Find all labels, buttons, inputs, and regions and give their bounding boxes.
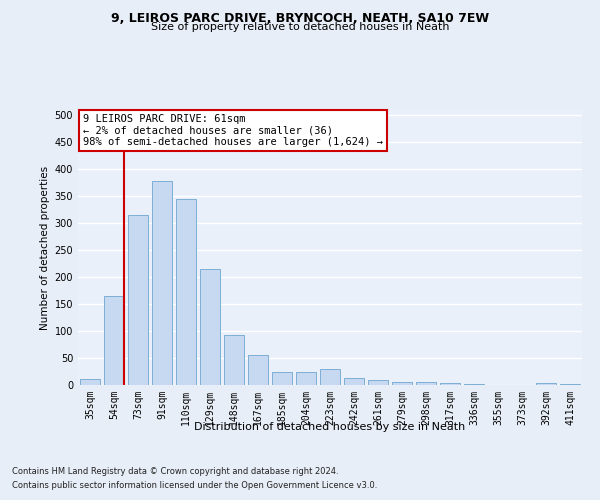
Bar	[104, 296, 124, 385]
Bar	[296, 372, 316, 385]
Bar	[560, 384, 580, 385]
Bar	[224, 335, 244, 385]
Bar	[128, 215, 148, 385]
Bar	[368, 380, 388, 385]
Bar	[392, 382, 412, 385]
Y-axis label: Number of detached properties: Number of detached properties	[40, 166, 50, 330]
Text: Contains public sector information licensed under the Open Government Licence v3: Contains public sector information licen…	[12, 481, 377, 490]
Bar	[440, 383, 460, 385]
Bar	[80, 379, 100, 385]
Bar	[320, 370, 340, 385]
Bar	[152, 181, 172, 385]
Text: Distribution of detached houses by size in Neath: Distribution of detached houses by size …	[194, 422, 466, 432]
Text: Size of property relative to detached houses in Neath: Size of property relative to detached ho…	[151, 22, 449, 32]
Bar	[248, 356, 268, 385]
Bar	[272, 372, 292, 385]
Text: 9, LEIROS PARC DRIVE, BRYNCOCH, NEATH, SA10 7EW: 9, LEIROS PARC DRIVE, BRYNCOCH, NEATH, S…	[111, 12, 489, 26]
Bar	[416, 382, 436, 385]
Bar	[536, 383, 556, 385]
Bar	[200, 269, 220, 385]
Bar	[176, 199, 196, 385]
Text: 9 LEIROS PARC DRIVE: 61sqm
← 2% of detached houses are smaller (36)
98% of semi-: 9 LEIROS PARC DRIVE: 61sqm ← 2% of detac…	[83, 114, 383, 148]
Bar	[464, 384, 484, 385]
Bar	[344, 378, 364, 385]
Text: Contains HM Land Registry data © Crown copyright and database right 2024.: Contains HM Land Registry data © Crown c…	[12, 468, 338, 476]
